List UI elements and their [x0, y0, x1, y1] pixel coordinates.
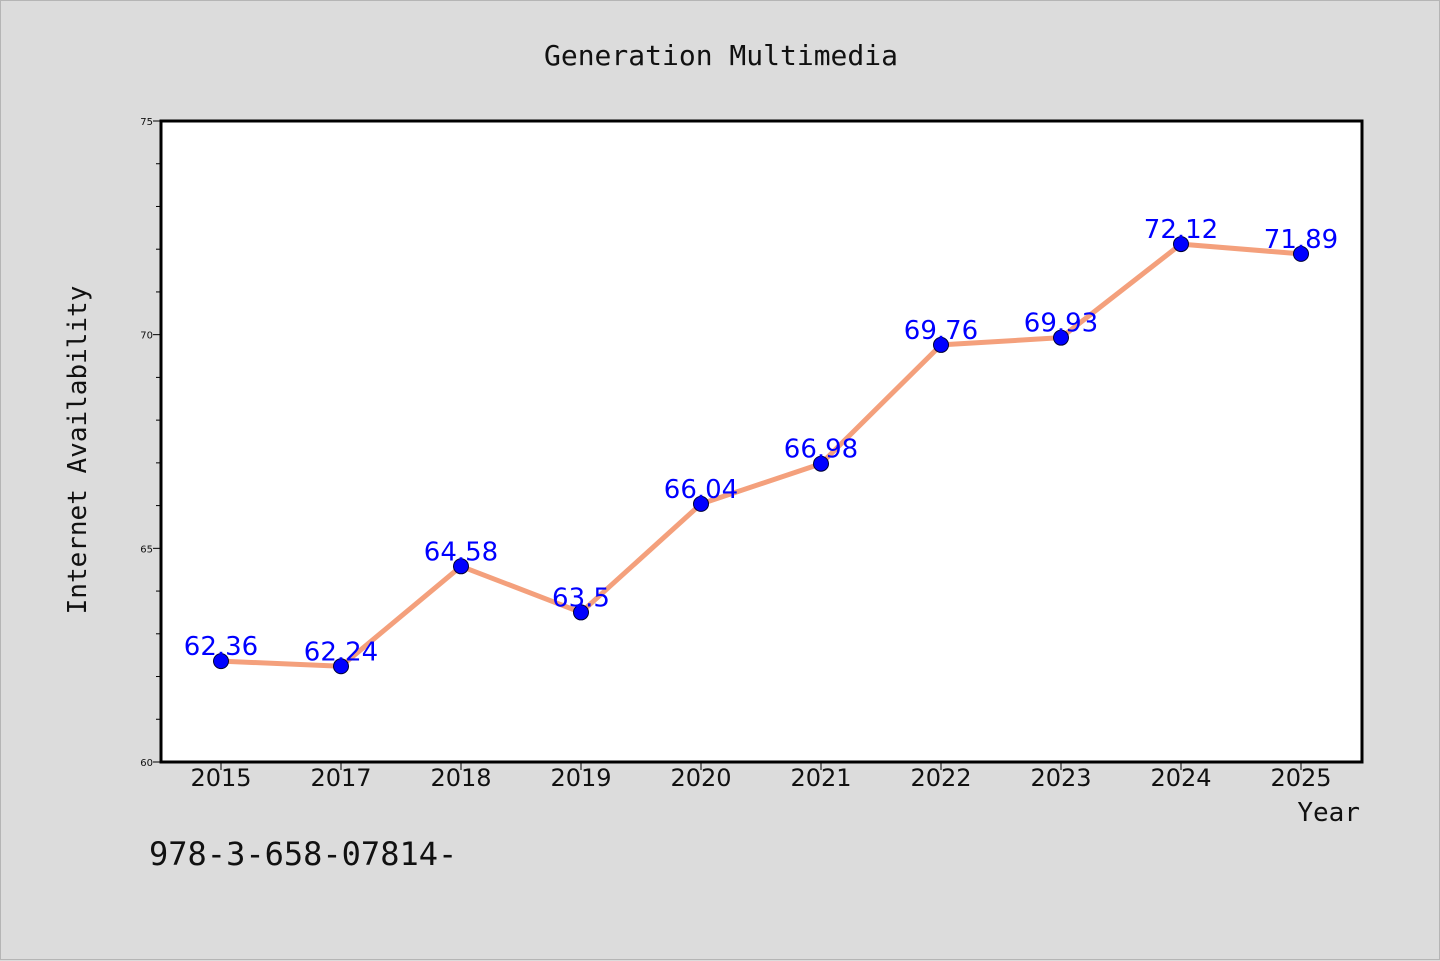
data-label: 63.5 — [552, 583, 610, 613]
data-point — [933, 336, 949, 353]
y-axis-label: Internet Availability — [63, 286, 93, 615]
data-label: 66.04 — [664, 475, 738, 505]
y-axis: 60 65 70 75 — [140, 117, 161, 769]
series-layer: 62.36 62.24 64.58 63.5 66.04 66.98 69.76 69.93 7… — [184, 215, 1338, 675]
x-tick-label: 2019 — [550, 764, 611, 792]
data-point — [1053, 329, 1069, 346]
x-tick-label: 2018 — [430, 764, 491, 792]
x-tick-label: 2023 — [1030, 764, 1091, 792]
x-tick-label: 2022 — [910, 764, 971, 792]
data-point — [333, 658, 349, 675]
data-label: 64.58 — [424, 537, 498, 567]
data-label: 62.24 — [304, 637, 378, 667]
y-tick-label: 65 — [140, 544, 153, 555]
data-label: 69.93 — [1024, 309, 1098, 339]
x-tick-label: 2021 — [790, 764, 851, 792]
x-tick-label: 2020 — [670, 764, 731, 792]
footer-text: 978-3-658-07814- — [149, 835, 457, 873]
data-point — [1173, 236, 1189, 253]
data-label: 72.12 — [1144, 215, 1218, 245]
data-label: 62.36 — [184, 632, 258, 662]
y-tick-label: 75 — [140, 117, 153, 128]
x-tick-label: 2025 — [1270, 764, 1331, 792]
data-point — [1293, 245, 1309, 262]
series-line — [218, 241, 1304, 669]
data-label: 69.76 — [904, 316, 978, 346]
data-point — [813, 455, 829, 472]
x-tick-label: 2017 — [310, 764, 371, 792]
x-tick-label: 2024 — [1150, 764, 1211, 792]
x-axis: 2015 2017 2018 2019 2020 2021 2022 2023 2024 2025 — [190, 762, 1332, 792]
data-label: 66.98 — [784, 435, 858, 465]
data-point — [693, 495, 709, 512]
chart-title: Generation Multimedia — [544, 39, 898, 72]
data-point — [453, 558, 469, 575]
plot-area — [159, 119, 1364, 764]
y-tick-label: 70 — [140, 331, 153, 342]
data-label: 71.89 — [1264, 225, 1338, 255]
y-tick-label: 60 — [140, 758, 153, 769]
data-point — [213, 653, 229, 670]
data-point — [573, 604, 589, 621]
x-axis-label: Year — [1297, 798, 1360, 828]
x-tick-label: 2015 — [190, 764, 251, 792]
